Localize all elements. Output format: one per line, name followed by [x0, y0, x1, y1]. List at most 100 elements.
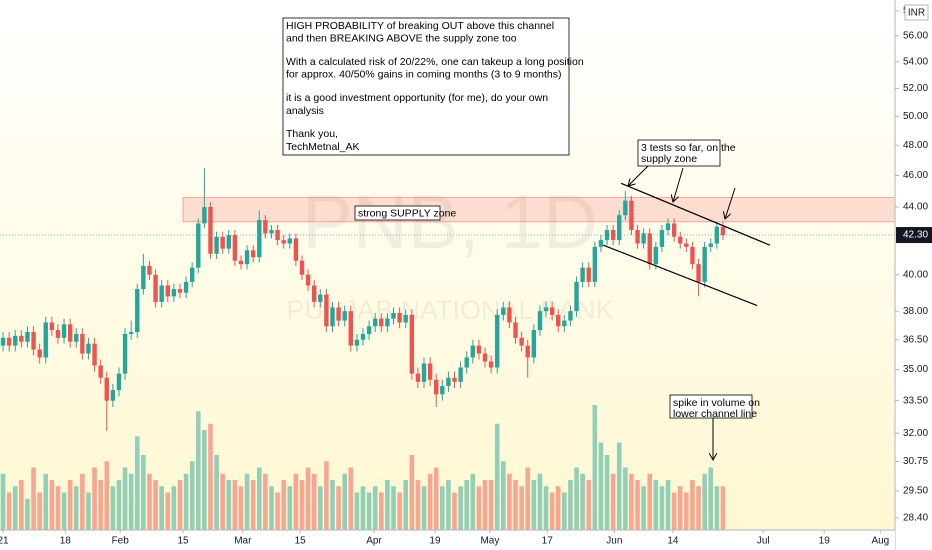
volume-bar [116, 480, 122, 530]
currency-box [904, 4, 929, 21]
y-tick-label: 35.00 [903, 364, 928, 375]
candle-body [171, 289, 177, 297]
volume-bar [92, 467, 97, 530]
price-axis [895, 0, 932, 550]
candle-body [379, 318, 384, 327]
volume-bar [147, 473, 152, 530]
volume-bar [195, 411, 201, 530]
candle-body [385, 318, 390, 327]
y-tick-label: 40.00 [903, 269, 928, 280]
candle-body [586, 267, 591, 282]
candle-body [446, 377, 451, 386]
y-tick-label: 56.00 [903, 30, 928, 41]
candle-body [403, 314, 408, 323]
channel-line [603, 244, 758, 307]
y-tick-label: 32.00 [903, 428, 928, 439]
candle-body [623, 200, 628, 216]
annotation-text: it is a good investment opportunity (for… [286, 92, 548, 104]
candle-body [525, 345, 530, 358]
volume-bar [677, 486, 683, 530]
volume-bar [525, 467, 531, 530]
channel-line [620, 182, 771, 246]
candle-body [568, 311, 573, 321]
volume-bar [452, 492, 457, 530]
candle-body [0, 337, 6, 346]
x-tick-label: Aug [871, 536, 889, 547]
volume-bar [317, 486, 323, 530]
volume-bar [104, 461, 110, 530]
volume-bar [0, 473, 6, 530]
candle-body [720, 226, 726, 236]
candle-body [275, 230, 280, 241]
volume-bar [714, 486, 720, 530]
candle-body [165, 285, 170, 297]
candle-body [311, 285, 317, 302]
supply-zone-label: strong SUPPLY zone [358, 207, 456, 219]
candle-body [196, 223, 201, 268]
volume-bar [220, 473, 225, 530]
candle-body [202, 207, 207, 224]
volume-bar [250, 480, 256, 530]
volume-bar [635, 480, 640, 530]
volume-bar [598, 442, 604, 530]
volume-bar [592, 405, 598, 530]
volume-bar [458, 486, 463, 530]
volume-bar [238, 486, 244, 530]
candle-body [324, 294, 329, 327]
supply-zone-label-box [354, 205, 441, 221]
candle-body [421, 363, 427, 382]
x-tick-label: 17 [542, 536, 554, 547]
candle-body [617, 215, 622, 241]
candle-body [690, 246, 695, 265]
volume-bar [183, 473, 189, 530]
annotation-text: With a calculated risk of 20/22%, one ca… [286, 56, 584, 68]
candle-body [592, 246, 598, 282]
candle-body [348, 311, 354, 346]
candle-body [92, 343, 97, 366]
time-axis [0, 530, 895, 550]
candle-body [257, 220, 262, 258]
volume-bar [189, 461, 195, 530]
candle-body [49, 322, 55, 331]
volume-bar [122, 467, 128, 530]
candle-body [238, 260, 244, 265]
candle-body [25, 332, 30, 342]
x-tick-label: 15 [295, 536, 307, 547]
candle-layer [0, 167, 895, 431]
candle-body [501, 307, 506, 315]
candle-body [537, 311, 543, 331]
volume-bar [653, 480, 659, 530]
volume-bar [165, 492, 171, 530]
volume-bar [214, 455, 219, 530]
watermark: PNB, 1D [302, 180, 598, 265]
volume-bar [226, 480, 232, 530]
volume-bar [19, 480, 24, 530]
y-tick-label: 38.00 [903, 306, 928, 317]
candle-body [434, 379, 439, 395]
arrow [628, 163, 651, 186]
candle-body [86, 343, 91, 354]
candle-body [159, 285, 164, 302]
candle-body [183, 281, 189, 293]
volume-bar [440, 486, 445, 530]
volume-bar [263, 473, 268, 530]
candle-body [116, 373, 122, 391]
candle-body [128, 332, 134, 334]
volume-bar [519, 486, 524, 530]
volume-bar [397, 492, 402, 530]
volume-bar [348, 467, 354, 530]
volume-bar [665, 480, 671, 530]
volume-bar [494, 423, 500, 530]
candle-body [519, 337, 524, 346]
volume-bar [610, 473, 616, 530]
volume-bar [537, 473, 543, 530]
volume-bar [629, 473, 634, 530]
x-tick-label: 18 [60, 536, 72, 547]
arrow [673, 167, 684, 202]
supply-zone-layer: strong SUPPLY zone [182, 196, 896, 223]
candle-body [135, 289, 140, 333]
candle-body [250, 250, 256, 258]
candle-body [482, 353, 488, 362]
axes-layer: 28.40 29.50 30.75 32.00 33.50 35.00 36.50 38.00… [0, 6, 932, 547]
